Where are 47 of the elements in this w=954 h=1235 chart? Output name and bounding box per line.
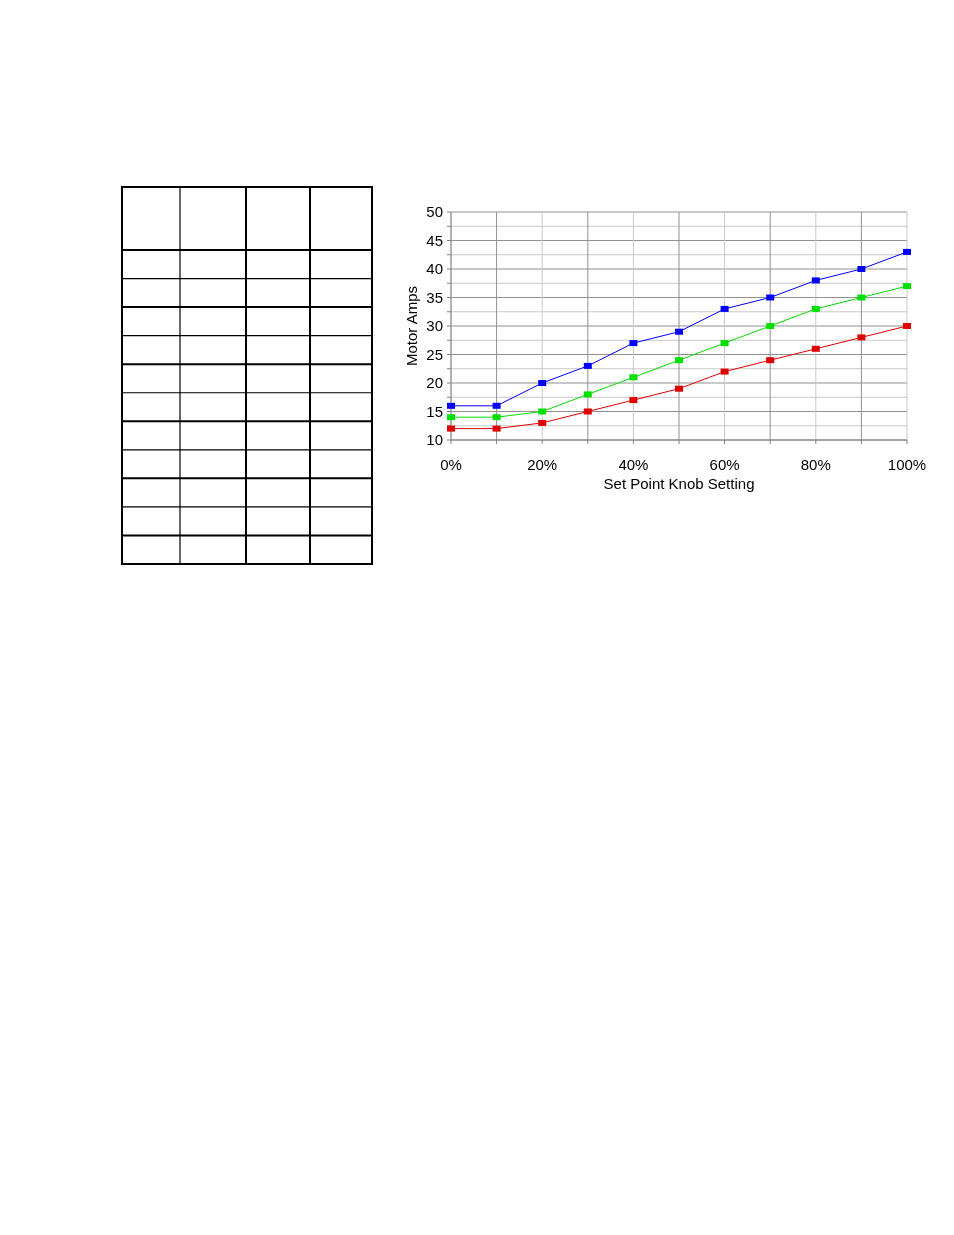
point	[538, 408, 547, 415]
point	[629, 340, 638, 347]
point	[538, 419, 547, 426]
point	[766, 357, 775, 364]
point	[492, 414, 501, 421]
point	[447, 425, 455, 432]
point	[492, 402, 501, 409]
point	[447, 414, 455, 421]
x-tick-label: 20%	[527, 456, 558, 473]
y-tick-label: 15	[426, 402, 443, 420]
x-tick-label: 80%	[800, 456, 831, 473]
x-tick-label: 40%	[618, 456, 649, 473]
point	[629, 397, 638, 404]
y-tick-label: 25	[426, 345, 443, 363]
y-axis-title: Motor Amps	[403, 285, 420, 367]
y-tick-label: 40	[426, 260, 443, 278]
point	[720, 368, 729, 375]
point	[675, 328, 683, 335]
y-tick-label: 10	[426, 431, 443, 449]
point	[675, 357, 683, 364]
point	[811, 345, 820, 352]
y-tick-label: 45	[426, 231, 443, 249]
point	[583, 391, 592, 398]
y-tick-label: 50	[426, 203, 443, 221]
point	[811, 277, 820, 284]
x-tick-label: 60%	[709, 456, 740, 473]
point	[903, 248, 911, 255]
point	[766, 294, 775, 301]
point	[629, 374, 638, 381]
x-axis-title: Set Point Knob Setting	[603, 475, 755, 492]
point	[447, 402, 455, 409]
x-tick-label: 100%	[887, 456, 927, 473]
point	[811, 305, 820, 312]
point	[583, 362, 592, 369]
y-tick-label: 20	[426, 374, 443, 392]
point	[857, 294, 866, 301]
point	[675, 385, 683, 392]
x-tick-label: 0%	[440, 456, 462, 473]
point	[583, 408, 592, 415]
point	[857, 334, 866, 341]
point	[903, 283, 911, 290]
y-tick-label: 30	[426, 317, 443, 335]
point	[492, 425, 501, 432]
point	[720, 340, 729, 347]
point	[720, 305, 729, 312]
point	[903, 323, 911, 329]
y-tick-label: 35	[426, 288, 443, 306]
